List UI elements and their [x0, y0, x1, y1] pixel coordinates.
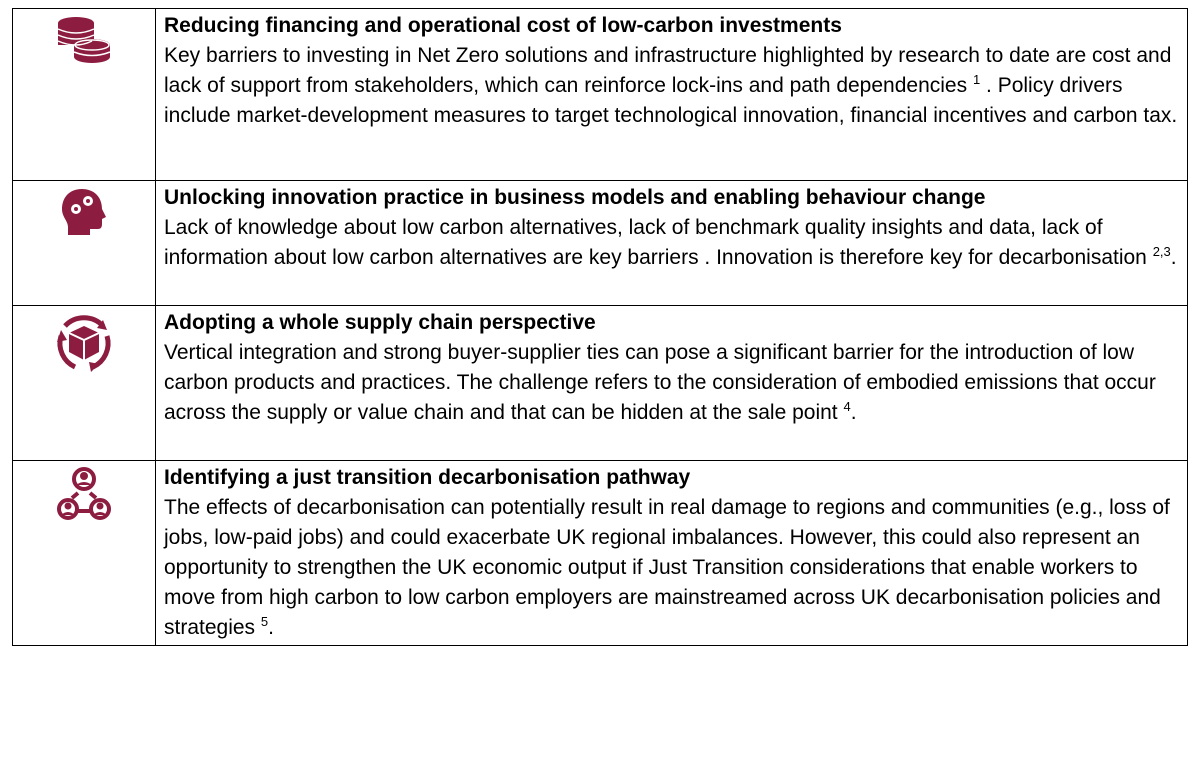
icon-cell [12, 180, 156, 306]
body-text: . Policy drivers include market-developm… [164, 74, 1178, 127]
row-body: Lack of knowledge about low carbon alter… [164, 213, 1179, 273]
text-cell: Unlocking innovation practice in busines… [155, 180, 1188, 306]
coins-icon [57, 17, 111, 63]
body-text: Vertical integration and strong buyer-su… [164, 341, 1156, 424]
body-text: . [850, 401, 857, 424]
row: Unlocking innovation practice in busines… [12, 180, 1188, 306]
supply-chain-icon [57, 315, 111, 372]
challenge-table: Reducing financing and operational cost … [12, 8, 1188, 646]
row-title: Reducing financing and operational cost … [164, 14, 842, 37]
footnote-ref: 5 [260, 614, 269, 629]
row-body: The effects of decarbonisation can poten… [164, 493, 1179, 643]
text-cell: Identifying a just transition decarbonis… [155, 460, 1188, 646]
row: Identifying a just transition decarbonis… [12, 460, 1188, 646]
body-text: The effects of decarbonisation can poten… [164, 496, 1170, 639]
body-text: Lack of knowledge about low carbon alter… [164, 216, 1153, 269]
body-text: . [1170, 246, 1177, 269]
body-text: . [268, 616, 274, 639]
row-title: Adopting a whole supply chain perspectiv… [164, 311, 596, 334]
text-cell: Adopting a whole supply chain perspectiv… [155, 305, 1188, 461]
footnote-ref: 1 [972, 72, 981, 87]
body-text: Key barriers to investing in Net Zero so… [164, 44, 1172, 97]
icon-cell [12, 460, 156, 646]
row: Reducing financing and operational cost … [12, 8, 1188, 181]
row-title: Unlocking innovation practice in busines… [164, 186, 986, 209]
text-cell: Reducing financing and operational cost … [155, 8, 1188, 181]
footnote-ref: 2,3 [1152, 244, 1171, 259]
people-icon [57, 467, 111, 520]
row-body: Vertical integration and strong buyer-su… [164, 338, 1179, 428]
row-body: Key barriers to investing in Net Zero so… [164, 41, 1179, 131]
footnote-ref: 4 [843, 399, 851, 414]
icon-cell [12, 8, 156, 181]
row: Adopting a whole supply chain perspectiv… [12, 305, 1188, 461]
row-title: Identifying a just transition decarbonis… [164, 466, 691, 489]
icon-cell [12, 305, 156, 461]
head-icon [62, 189, 106, 235]
